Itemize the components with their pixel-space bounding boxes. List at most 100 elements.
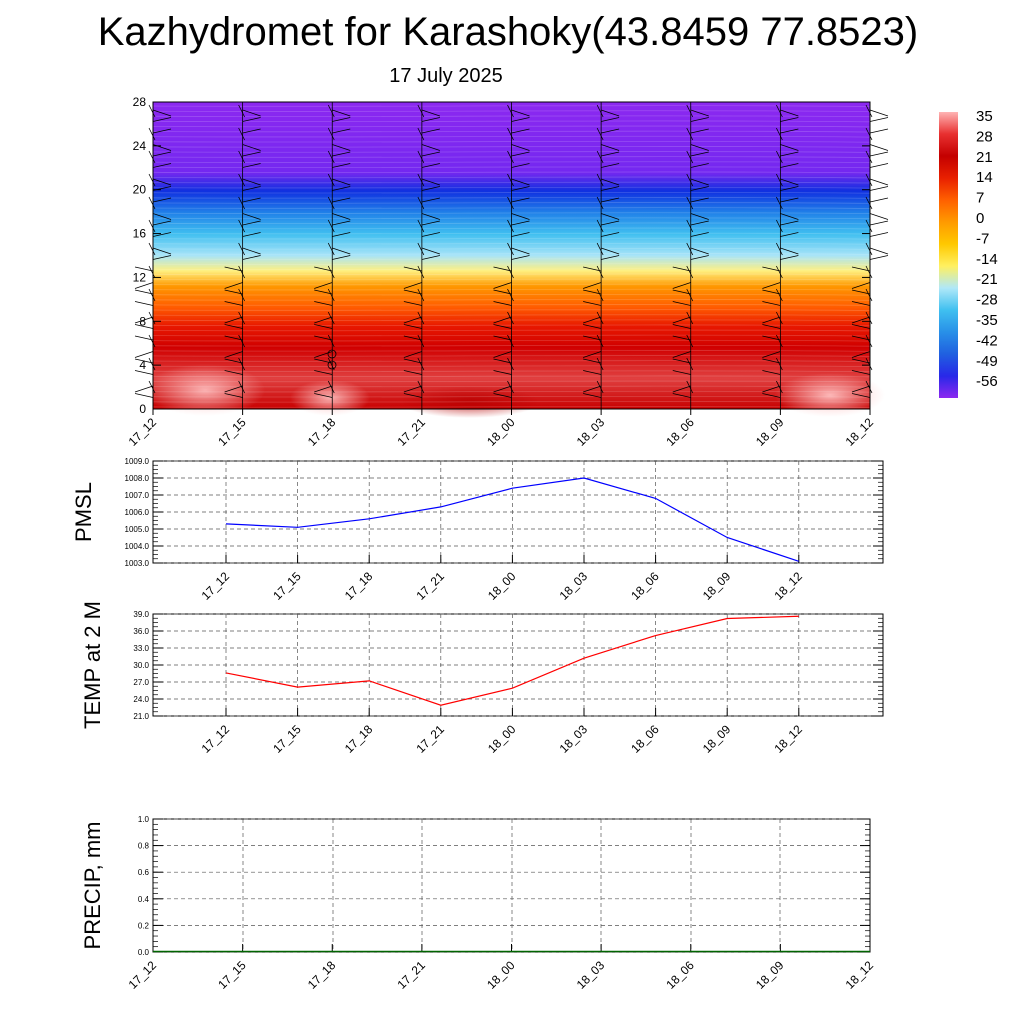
y-tick-label: 1008.0 [125,474,150,483]
wind-barb [582,282,602,289]
wind-barb [690,163,709,168]
wind-barb [134,324,154,329]
x-tick-label: 18_03 [557,722,591,756]
y-tick-label: 0.8 [138,842,150,851]
wind-barb [690,220,709,226]
heatmap-contour [152,191,871,194]
wind-barb [686,380,694,394]
wind-barb [851,393,871,398]
x-tick-label: 17_18 [305,415,339,449]
heatmap-warm-area [145,364,265,416]
wind-barb [493,316,512,324]
y-tick-label: 0.2 [138,921,150,930]
wind-barb [686,265,694,279]
x-tick-label: 17_18 [342,722,376,756]
wind-barb [511,255,530,260]
x-tick-label: 18_00 [485,569,519,603]
heatmap-warm-area [290,380,370,416]
wind-barb [152,163,172,168]
wind-barb [511,213,530,220]
wind-barb [507,334,514,348]
wind-barb [314,316,333,324]
wind-barb [421,151,440,157]
wind-barb [596,288,604,302]
wind-barb [690,178,709,186]
wind-barb [596,173,604,187]
wind-barb [332,163,351,168]
wind-barb [224,385,243,393]
wind-barb [238,380,245,394]
wind-barb [686,334,694,348]
wind-barb [583,266,602,272]
wind-barb [152,232,172,237]
wind-barb [596,150,604,164]
y-tick-label: 20 [133,183,147,197]
colorbar-label: -35 [976,312,998,329]
wind-barb [493,351,512,358]
wind-barb [583,324,602,329]
x-tick-label: 17_21 [394,415,428,449]
wind-barb [511,144,530,151]
heatmap-contour [152,222,871,225]
wind-barb [332,128,351,134]
wind-barb [242,109,261,117]
wind-barb [224,351,243,358]
wind-barb [507,265,514,279]
wind-barb [869,178,889,186]
x-tick-label: 18_00 [485,722,519,756]
wind-barb [780,128,799,134]
wind-barb [686,288,694,302]
x-tick-label: 18_06 [628,722,662,756]
wind-barb [672,266,691,272]
wind-barb [601,197,620,203]
heatmap-contour [152,365,871,367]
wind-barb [780,255,799,260]
wind-barb [421,109,441,117]
chart-subtitle: 17 July 2025 [389,65,503,87]
wind-barb [148,265,156,279]
wind-barb [762,358,781,364]
wind-barb [776,288,783,302]
y-tick-label: 1005.0 [125,525,150,534]
wind-barb [493,358,512,364]
wind-barb [865,311,873,325]
wind-barb [493,282,512,289]
wind-barb [403,316,423,324]
y-tick-label: 1009.0 [125,457,150,466]
y-tick-label: 4 [139,358,146,372]
wind-barb [493,335,512,341]
wind-barb [314,370,333,375]
y-axis-title: PRECIP, mm [80,822,105,950]
heatmap-contour [152,370,871,373]
wind-barb [327,173,335,187]
heatmap-contour [152,324,871,327]
wind-barb [672,385,691,393]
wind-barb [403,351,423,358]
y-tick-label: 36.0 [133,627,149,636]
wind-barb [686,311,694,325]
wind-barb [851,358,871,364]
heatmap-contour [152,273,871,276]
wind-barb [780,109,799,117]
wind-barb [600,213,620,220]
heatmap-contour [152,253,871,255]
wind-barb [690,247,709,255]
heatmap-contour [152,145,871,148]
colorbar-label: -21 [976,271,998,288]
wind-barb [403,301,422,306]
wind-barb [851,385,871,393]
wind-barb [583,358,602,364]
wind-barb [134,358,154,364]
heatmap-contour [152,247,871,250]
wind-barb [421,220,440,226]
wind-barb [672,289,691,295]
wind-barb [148,357,156,371]
wind-barb [417,219,425,233]
wind-barb [134,316,154,324]
x-tick-label: 18_09 [753,958,787,992]
wind-barb [762,316,781,324]
wind-barb [134,289,154,295]
heatmap-contour [152,176,871,179]
wind-barb [242,213,261,220]
